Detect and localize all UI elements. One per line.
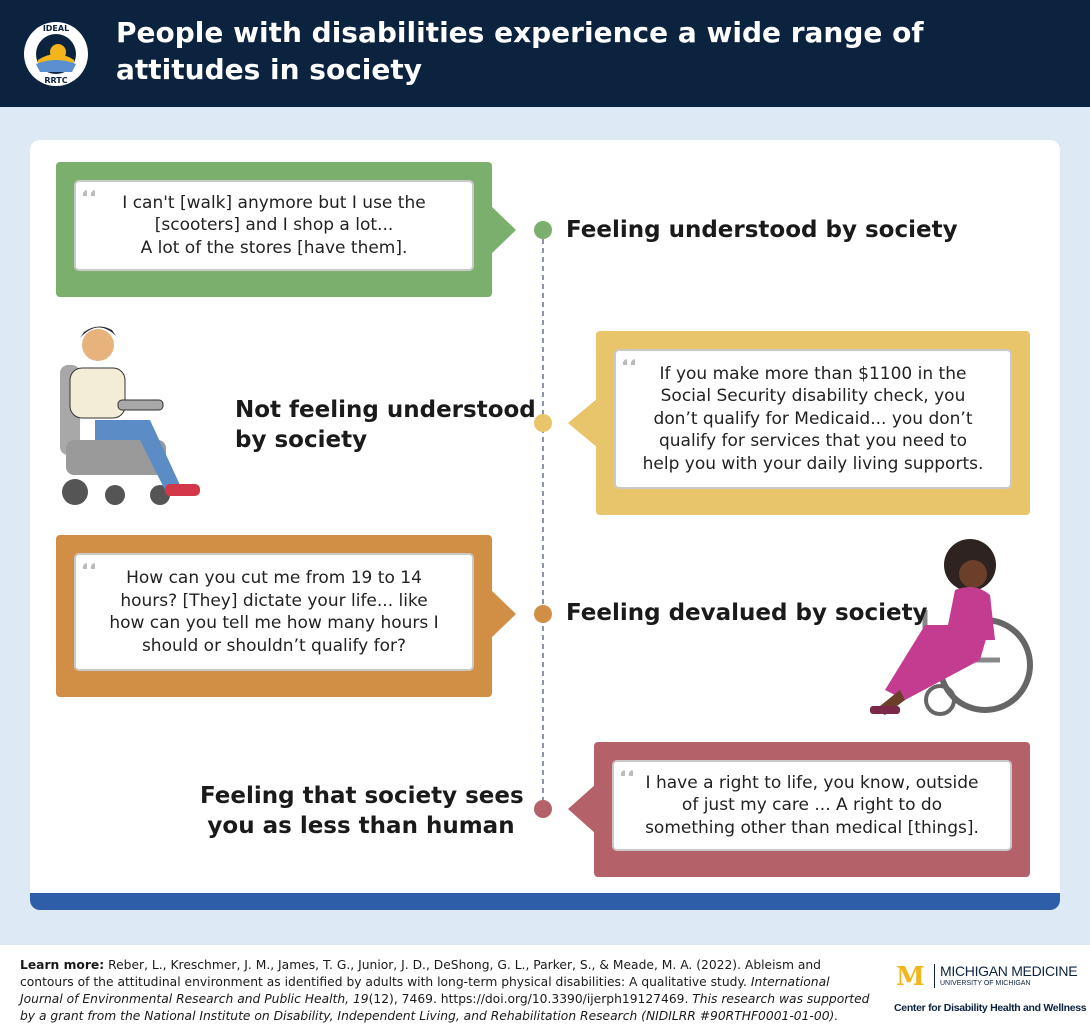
- um-mark: M: [896, 962, 925, 992]
- quote-line: qualify for services that you need to: [658, 431, 968, 452]
- label: Feeling that society sees you as less th…: [200, 781, 524, 841]
- quote-line: something other than medical [things].: [645, 817, 979, 838]
- quote: I can't [walk] anymore but I use the [sc…: [74, 180, 474, 271]
- um-sub: UNIVERSITY OF MICHIGAN: [940, 980, 1031, 987]
- label-line: Feeling understood by society: [566, 217, 958, 243]
- quote-icon: [620, 770, 633, 776]
- center-name: Center for Disability Health and Wellnes…: [894, 1002, 1087, 1014]
- logo: IDEAL RRTC: [24, 22, 88, 86]
- journal: International Journal of Environmental R…: [20, 975, 830, 1006]
- quote-icon: [82, 190, 95, 196]
- label: Feeling understood by society: [566, 215, 958, 245]
- label: Feeling devalued by society: [566, 598, 928, 628]
- quote-line: I have a right to life, you know, outsid…: [645, 772, 979, 793]
- quote-box: How can you cut me from 19 to 14 hours? …: [56, 535, 492, 697]
- timeline: [60, 205, 1033, 834]
- quote: I have a right to life, you know, outsid…: [612, 760, 1012, 851]
- title: People with disabilities experience a wi…: [116, 16, 924, 86]
- quote-line: help you with your daily living supports…: [642, 453, 984, 474]
- divider: [934, 964, 935, 988]
- quote: If you make more than $1100 in the Socia…: [614, 349, 1012, 489]
- quote-line: of just my care ... A right to do: [681, 795, 943, 816]
- quote-line: should or shouldn’t qualify for?: [141, 635, 407, 656]
- label-line: Feeling devalued by society: [566, 600, 928, 626]
- funding: This research was supported by a grant f…: [20, 992, 870, 1023]
- quote-box: If you make more than $1100 in the Socia…: [596, 331, 1030, 515]
- logo-bottom: RRTC: [44, 76, 67, 85]
- quote-line: If you make more than $1100 in the: [659, 363, 967, 384]
- label-line: you as less than human: [207, 813, 515, 839]
- header: [0, 0, 1090, 107]
- quote-icon: [82, 563, 95, 569]
- citation: Learn more: Reber, L., Kreschmer, J. M.,…: [20, 957, 870, 1025]
- quote-line: hours? [They] dictate your life... like: [120, 590, 428, 611]
- quote-box: I can't [walk] anymore but I use the [sc…: [56, 162, 492, 297]
- quote-box: I have a right to life, you know, outsid…: [594, 742, 1030, 877]
- label-line: by society: [235, 427, 368, 453]
- quote-line: Social Security disability check, you: [660, 386, 966, 407]
- quote-line: how can you tell me how many hours I: [109, 613, 439, 633]
- footer: [0, 945, 1090, 1032]
- learn-more: Learn more:: [20, 958, 105, 972]
- quote-icon: [622, 359, 635, 365]
- um-name: MICHIGAN MEDICINE: [940, 963, 1078, 979]
- quote-line: How can you cut me from 19 to 14: [126, 568, 422, 588]
- label: Not feeling understood by society: [235, 395, 536, 455]
- doi: (12), 7469. https://doi.org/10.3390/ijer…: [368, 992, 689, 1006]
- quote-line: A lot of the stores [have them].: [140, 237, 408, 258]
- quote-line: I can't [walk] anymore but I use the: [122, 192, 426, 213]
- citation-text: Reber, L., Kreschmer, J. M., James, T. G…: [20, 958, 821, 989]
- quote-line: don’t qualify for Medicaid... you don’t: [653, 408, 973, 429]
- quote: How can you cut me from 19 to 14 hours? …: [74, 553, 474, 671]
- card-bar: [30, 893, 1060, 910]
- logo-top: IDEAL: [43, 24, 69, 33]
- label-line: Not feeling understood: [235, 397, 536, 423]
- quote-line: [scooters] and I shop a lot...: [154, 215, 394, 236]
- label-line: Feeling that society sees: [200, 783, 524, 809]
